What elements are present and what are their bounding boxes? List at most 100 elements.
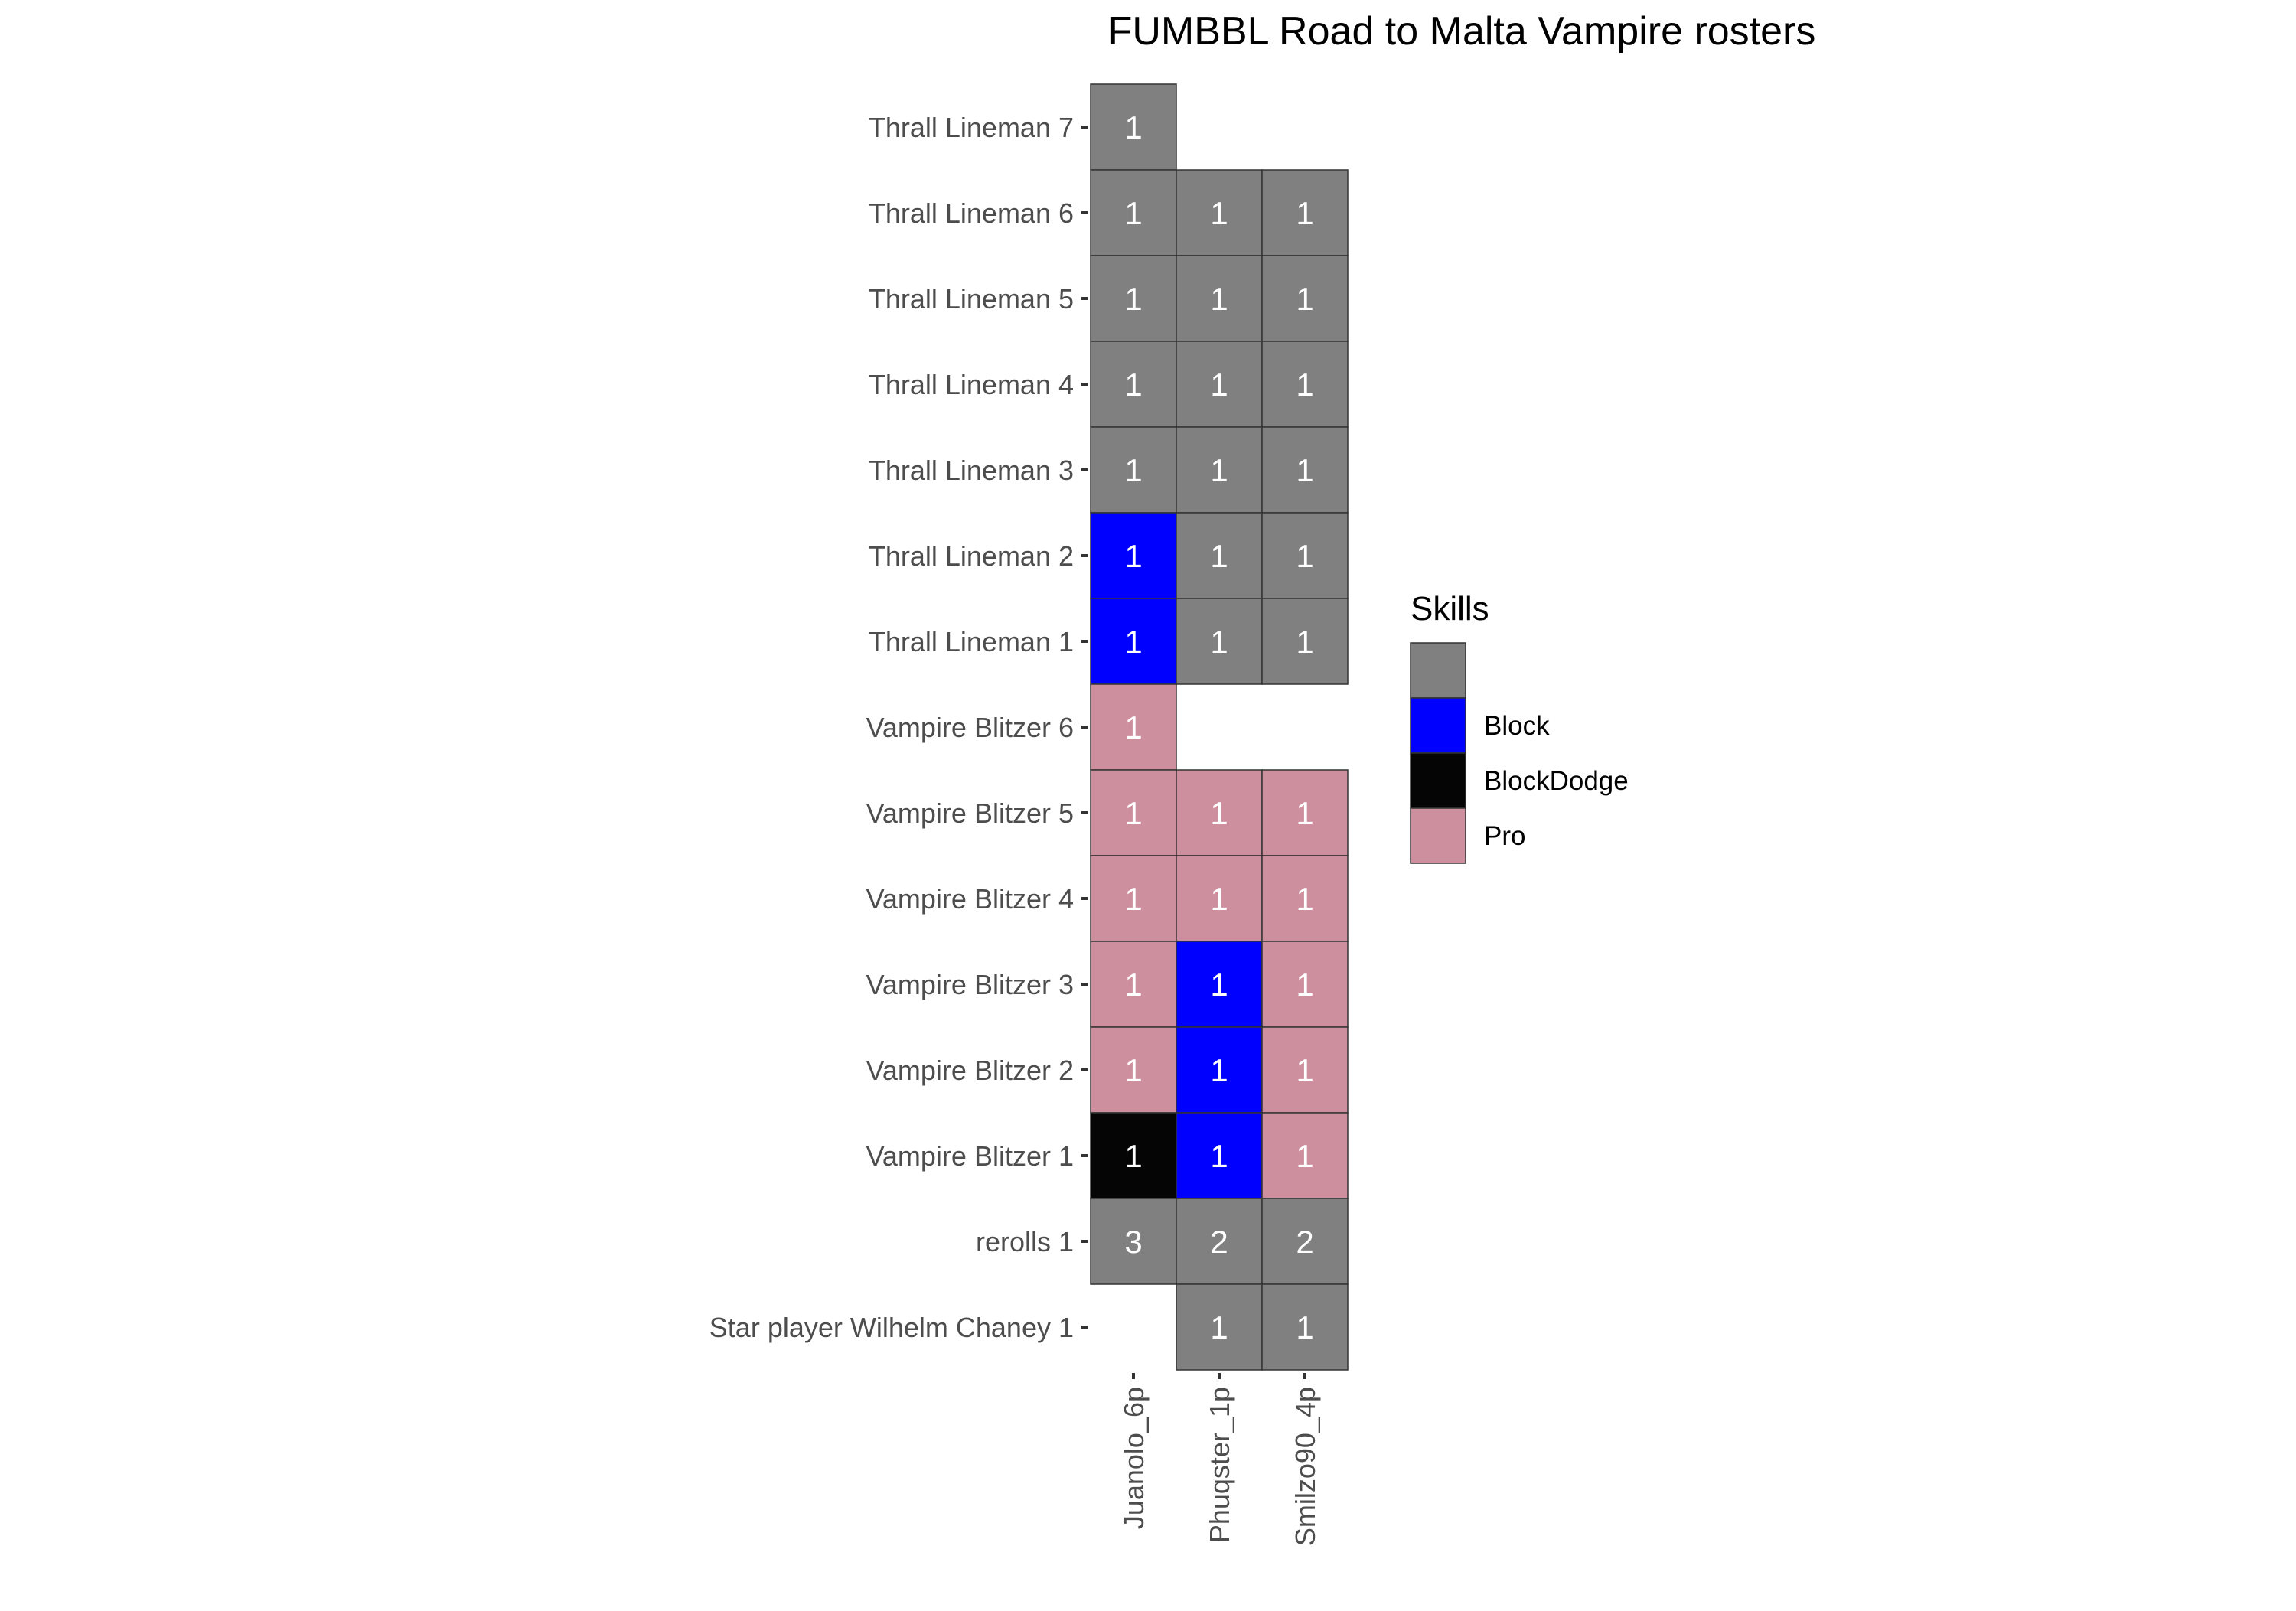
cell-value-label: 1 [1210,538,1228,574]
y-tick-label: Thrall Lineman 4 [869,369,1074,400]
cell-value-label: 1 [1124,367,1142,403]
y-tick-label: Thrall Lineman 3 [869,455,1074,486]
cell-value-label: 1 [1124,967,1142,1003]
heatmap-cell-thrall-lineman-6-smilzo90-4p [1261,169,1349,256]
cell-value-label: 1 [1210,795,1228,831]
legend-label: Pro [1484,821,1525,851]
y-tick-label: Thrall Lineman 1 [869,626,1074,657]
cell-value-label: 1 [1124,881,1142,917]
cell-value-label: 1 [1124,1052,1142,1088]
cell-value-label: 1 [1124,281,1142,317]
y-tick-label: Vampire Blitzer 5 [866,797,1074,829]
cell-value-label: 1 [1124,1138,1142,1174]
legend-key-blockdodge [1410,752,1466,809]
heatmap-cell-vampire-blitzer-5-phuqster-1p [1176,769,1263,856]
legend-title: Skills [1411,590,1489,628]
cell-value-label: 1 [1296,281,1313,317]
legend: Skills Block BlockDodge Pro [1410,590,1629,864]
heatmap-cell-thrall-lineman-1-phuqster-1p [1176,598,1263,685]
heatmap-cell-vampire-blitzer-2-phuqster-1p [1176,1026,1263,1114]
chart-title: FUMBBL Road to Malta Vampire rosters [1108,9,1816,54]
cell-value-label: 1 [1296,367,1313,403]
cell-value-label: 1 [1210,195,1228,231]
cell-value-label: 1 [1210,281,1228,317]
cell-value-label: 1 [1124,195,1142,231]
cell-value-label: 1 [1210,881,1228,917]
heatmap-cells: 1 1 1 1 1 1 1 1 1 1 1 1 1 1 1 1 1 1 1 1 1 1 1 1 1 1 1 1 1 1 1 1 1 1 1 3 2 2 1 1 [1090,83,1349,1371]
cell-value-label: 1 [1296,881,1313,917]
heatmap-cell-vampire-blitzer-5-juanolo-6p [1090,769,1177,856]
cell-value-label: 1 [1210,1138,1228,1174]
cell-value-label: 2 [1210,1224,1228,1260]
cell-value-label: 1 [1296,795,1313,831]
x-tick-label: Juanolo_6p [1118,1387,1150,1529]
cell-value-label: 1 [1296,1052,1313,1088]
heatmap-cell-thrall-lineman-5-juanolo-6p [1090,255,1177,342]
cell-value-label: 1 [1124,452,1142,488]
heatmap-cell-vampire-blitzer-1-smilzo90-4p [1261,1112,1349,1199]
heatmap-cell-rerolls-1-phuqster-1p [1176,1198,1263,1285]
cell-value-label: 2 [1296,1224,1313,1260]
heatmap-cell-rerolls-1-juanolo-6p [1090,1198,1177,1285]
cell-value-label: 1 [1124,538,1142,574]
heatmap-cell-thrall-lineman-1-juanolo-6p [1090,598,1177,685]
cell-value-label: 1 [1296,624,1313,660]
cell-value-label: 1 [1210,967,1228,1003]
y-tick-label: Star player Wilhelm Chaney 1 [709,1312,1074,1343]
heatmap-cell-thrall-lineman-2-juanolo-6p [1090,512,1177,599]
y-tick-label: Vampire Blitzer 6 [866,712,1074,743]
heatmap-cell-vampire-blitzer-3-smilzo90-4p [1261,941,1349,1028]
heatmap-cell-thrall-lineman-3-phuqster-1p [1176,426,1263,514]
x-tick-label: Smilzo90_4p [1290,1387,1321,1546]
y-tick-label: Vampire Blitzer 1 [866,1140,1074,1172]
y-tick-label: Vampire Blitzer 4 [866,883,1074,915]
cell-value-label: 1 [1296,195,1313,231]
cell-value-label: 1 [1210,1309,1228,1345]
y-tick-label: Thrall Lineman 5 [869,283,1074,315]
cell-value-label: 1 [1296,1309,1313,1345]
heatmap-cell-star-player-wilhelm-chaney-1-smilzo90-4p [1261,1283,1349,1371]
x-axis: Juanolo_6p Phuqster_1p Smilzo90_4p [1118,1373,1321,1546]
y-axis: Thrall Lineman 7 Thrall Lineman 6 Thrall L… [709,112,1088,1343]
heatmap-cell-thrall-lineman-5-phuqster-1p [1176,255,1263,342]
y-tick-label: Thrall Lineman 7 [869,112,1074,143]
y-tick-label: Thrall Lineman 6 [869,197,1074,229]
legend-label: BlockDodge [1484,766,1629,796]
heatmap-cell-star-player-wilhelm-chaney-1-phuqster-1p [1176,1283,1263,1371]
x-tick-label: Phuqster_1p [1204,1387,1235,1543]
heatmap-cell-thrall-lineman-6-juanolo-6p [1090,169,1177,256]
heatmap-cell-thrall-lineman-7-juanolo-6p [1090,83,1177,171]
y-tick-label: rerolls 1 [976,1226,1074,1257]
cell-value-label: 1 [1124,709,1142,745]
cell-value-label: 1 [1296,452,1313,488]
legend-key-block [1410,697,1466,754]
cell-value-label: 3 [1124,1224,1142,1260]
y-tick-label: Vampire Blitzer 3 [866,969,1074,1000]
heatmap-cell-thrall-lineman-2-smilzo90-4p [1261,512,1349,599]
cell-value-label: 1 [1124,109,1142,145]
heatmap-cell-vampire-blitzer-3-phuqster-1p [1176,941,1263,1028]
cell-value-label: 1 [1296,1138,1313,1174]
heatmap-cell-vampire-blitzer-5-smilzo90-4p [1261,769,1349,856]
cell-value-label: 1 [1124,624,1142,660]
heatmap-cell-vampire-blitzer-6-juanolo-6p [1090,683,1177,771]
heatmap-cell-vampire-blitzer-4-smilzo90-4p [1261,855,1349,942]
legend-key-pro [1410,807,1466,864]
cell-value-label: 1 [1296,538,1313,574]
heatmap-cell-rerolls-1-smilzo90-4p [1261,1198,1349,1285]
cell-value-label: 1 [1210,367,1228,403]
cell-value-label: 1 [1210,624,1228,660]
cell-value-label: 1 [1210,1052,1228,1088]
heatmap-cell-vampire-blitzer-4-phuqster-1p [1176,855,1263,942]
y-tick-label: Thrall Lineman 2 [869,540,1074,572]
heatmap-cell-thrall-lineman-4-smilzo90-4p [1261,341,1349,428]
cell-value-label: 1 [1296,967,1313,1003]
cell-value-label: 1 [1124,795,1142,831]
legend-label: Block [1484,711,1550,741]
legend-key-none [1410,642,1466,699]
heatmap-cell-thrall-lineman-1-smilzo90-4p [1261,598,1349,685]
cell-value-label: 1 [1210,452,1228,488]
heatmap-cell-thrall-lineman-4-juanolo-6p [1090,341,1177,428]
